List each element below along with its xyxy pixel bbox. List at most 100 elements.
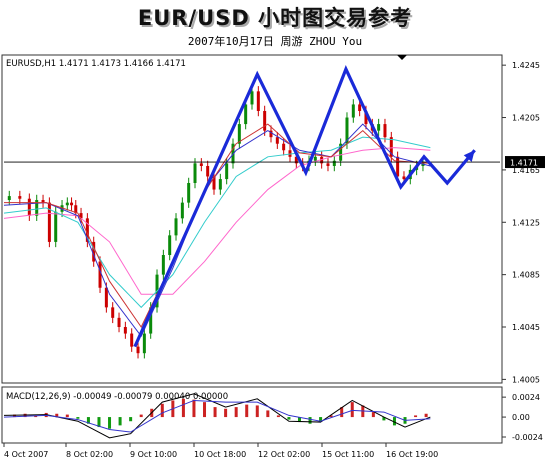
macd-histogram-bar — [139, 414, 143, 418]
candle-body — [358, 104, 362, 111]
candle-body — [142, 333, 146, 354]
candle-body — [54, 211, 58, 242]
candle-body — [123, 327, 127, 334]
time-tick-label: 8 Oct 02:00 — [66, 450, 113, 459]
moving-average-line — [4, 123, 431, 329]
candle-body — [79, 213, 83, 219]
candle-body — [269, 130, 273, 138]
candle-body — [70, 202, 74, 206]
candle-body — [263, 110, 267, 131]
candle-body — [332, 160, 336, 166]
macd-histogram-bar — [319, 417, 323, 422]
candle-body — [193, 163, 197, 183]
macd-plot-frame — [1, 386, 503, 444]
candle-body — [218, 179, 222, 190]
page-title: EUR/USD 小时图交易参考 — [137, 6, 413, 30]
candle-body — [18, 196, 22, 199]
candle-body — [130, 333, 134, 347]
candle-body — [313, 156, 317, 161]
candle-body — [250, 91, 254, 105]
candle-body — [225, 163, 229, 180]
time-tick-label: 15 Oct 11:00 — [322, 450, 374, 459]
page-subtitle: 2007年10月17日 周游 ZHOU You — [187, 35, 363, 48]
candle-body — [288, 150, 292, 157]
macd-histogram-bar — [308, 417, 312, 424]
candle-body — [168, 235, 172, 256]
candle-body — [104, 287, 108, 308]
moving-average-line — [3, 147, 431, 295]
macd-histogram-bar — [13, 414, 17, 418]
price-tick-label: 1.4085 — [512, 271, 540, 280]
macd-tick-label: 0.0024 — [512, 393, 540, 402]
candle-body — [117, 317, 121, 328]
candle-body — [345, 117, 349, 144]
candle-body — [389, 137, 393, 157]
candle-body — [41, 200, 45, 203]
candle-body — [98, 261, 102, 288]
candle-body — [85, 218, 89, 242]
candle-body — [237, 124, 241, 144]
time-tick-label: 16 Oct 19:00 — [386, 450, 438, 459]
pattern-arrow-head — [463, 150, 475, 162]
moving-average-line — [3, 136, 431, 309]
macd-histogram-bar — [382, 417, 386, 421]
candle-body — [282, 143, 286, 151]
macd-histogram-bar — [424, 413, 428, 418]
macd-histogram-bar — [234, 407, 238, 418]
main-info-label: EURUSD,H1 1.4171 1.4173 1.4166 1.4171 — [6, 59, 186, 69]
axis-layer: 1.4245 1.4205 1.4165 1.4125 1.4085 1.4045 1.40… — [3, 61, 545, 459]
current-price-label: 1.4171 — [510, 159, 538, 168]
macd-histogram-bar — [181, 398, 185, 418]
main-series-layer — [3, 65, 500, 359]
macd-histogram-bar — [297, 417, 301, 423]
candle-body — [174, 218, 178, 236]
main-plot-frame — [1, 54, 503, 384]
candle-body — [111, 307, 115, 318]
candle-body — [396, 156, 400, 177]
macd-info-label: MACD(12,26,9) -0.00049 -0.00079 0.00040 … — [6, 392, 228, 402]
candle-body — [212, 176, 216, 190]
current-price-box — [505, 156, 545, 169]
macd-histogram-bar — [371, 412, 375, 418]
candle-body — [60, 205, 64, 212]
price-tick-label: 1.4045 — [512, 323, 540, 332]
macd-histogram-bar — [213, 407, 217, 418]
candle-body — [149, 307, 153, 334]
macd-histogram-bar — [340, 407, 344, 418]
candle-body — [377, 124, 381, 131]
macd-histogram-bar — [192, 399, 196, 418]
macd-histogram-bar — [118, 417, 122, 426]
candle-body — [47, 202, 51, 242]
price-tick-label: 1.4125 — [512, 218, 540, 227]
macd-histogram-bar — [55, 413, 59, 418]
time-tick-label: 9 Oct 10:00 — [130, 450, 177, 459]
macd-histogram-bar — [287, 417, 291, 420]
candle-body — [383, 124, 387, 138]
pattern-trend-line — [133, 65, 476, 348]
candle-body — [275, 137, 279, 144]
macd-histogram-bar — [350, 402, 354, 418]
candle-body — [402, 176, 406, 180]
macd-series-layer — [3, 393, 431, 439]
time-tick-label: 10 Oct 18:00 — [194, 450, 246, 459]
price-tick-label: 1.4005 — [512, 375, 540, 384]
candle-body — [92, 241, 96, 262]
price-tick-label: 1.4165 — [512, 166, 540, 175]
candle-body — [339, 143, 343, 161]
price-tick-label: 1.4245 — [512, 61, 540, 70]
macd-histogram-bar — [108, 417, 112, 429]
candle-body — [351, 104, 355, 118]
macd-histogram-bar — [97, 417, 101, 428]
time-tick-label: 12 Oct 02:00 — [258, 450, 310, 459]
macd-tick-label: -0.0024 — [512, 433, 543, 442]
scroll-marker-icon — [397, 55, 407, 60]
candle-body — [136, 346, 140, 354]
macd-histogram-bar — [414, 415, 418, 418]
macd-histogram-bar — [160, 403, 164, 418]
candle-body — [256, 91, 260, 111]
candle-body — [35, 200, 39, 216]
candle-body — [364, 110, 368, 125]
macd-histogram-bar — [392, 417, 396, 426]
macd-signal-line — [3, 399, 431, 433]
